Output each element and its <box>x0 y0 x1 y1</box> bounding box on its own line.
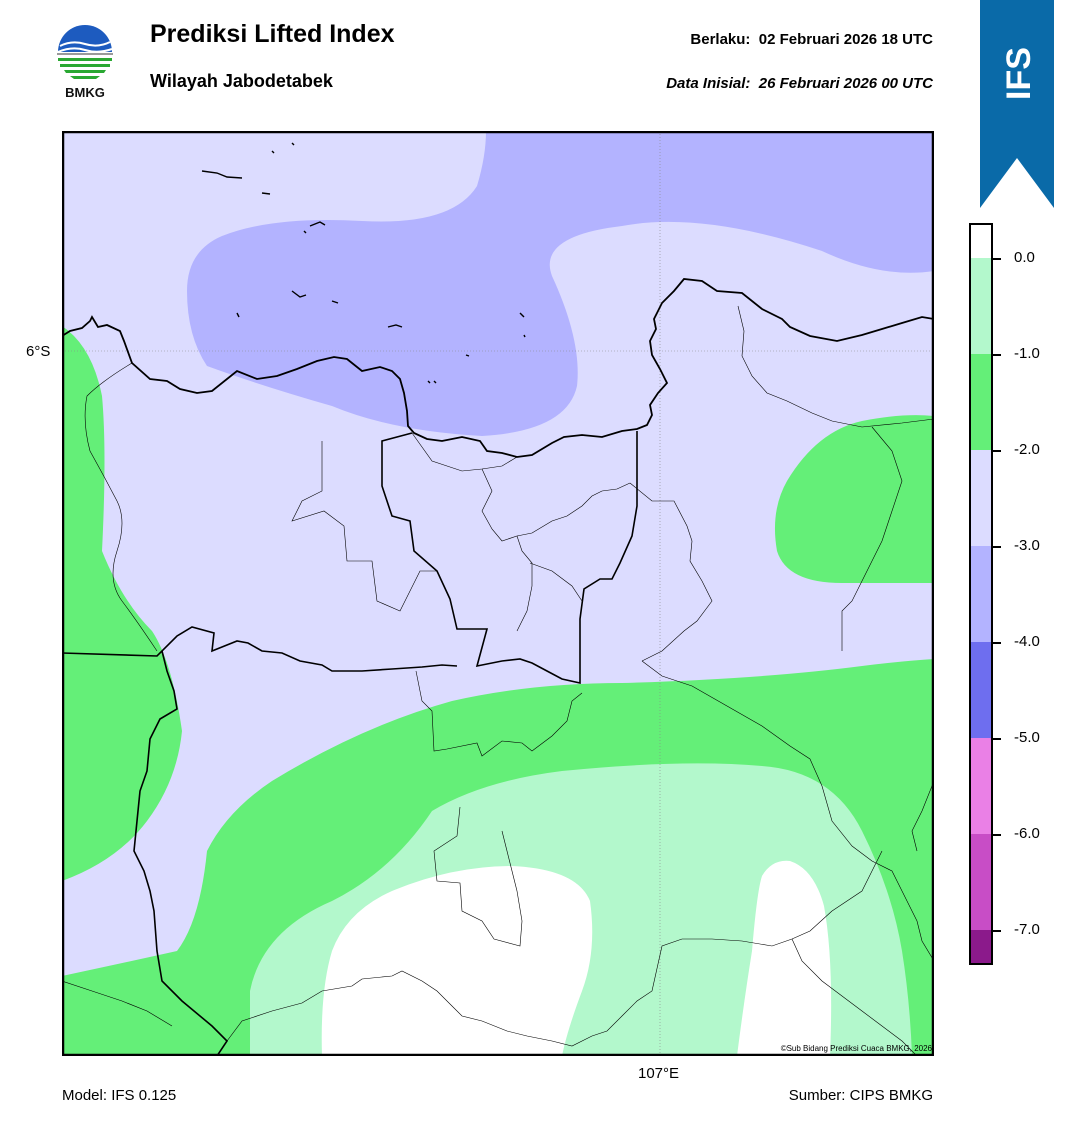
colorbar-tick-mark <box>993 738 1001 740</box>
colorbar-segment <box>969 546 993 642</box>
field-zone-white-southwest <box>321 866 593 1056</box>
colorbar-tick-mark <box>993 642 1001 644</box>
field-zone-white-southeast <box>737 860 832 1056</box>
colorbar-segment <box>969 223 993 258</box>
district-boundaries <box>62 305 934 1056</box>
logo-text: BMKG <box>65 85 105 100</box>
colorbar-segment <box>969 930 993 965</box>
colorbar-segment <box>969 834 993 930</box>
page-subtitle: Wilayah Jabodetabek <box>150 71 333 91</box>
colorbar <box>969 223 993 965</box>
colorbar-segment <box>969 258 993 354</box>
init-time-label: Data Inisial: 26 Februari 2026 00 UTC <box>666 75 933 92</box>
colorbar-label: -3.0 <box>1014 537 1040 554</box>
field-zone-blue-north <box>187 131 934 436</box>
valid-time-label: Berlaku: 02 Februari 2026 18 UTC <box>690 31 933 48</box>
colorbar-tick-mark <box>993 354 1001 356</box>
colorbar-segment <box>969 450 993 546</box>
ifs-ribbon: IFS <box>980 0 1054 208</box>
colorbar-tick-mark <box>993 834 1001 836</box>
colorbar-label: -1.0 <box>1014 345 1040 362</box>
colorbar-segment <box>969 642 993 738</box>
colorbar-label: 0.0 <box>1014 249 1035 266</box>
province-boundary-banten <box>133 650 229 1056</box>
field-zone-green-west <box>62 326 182 881</box>
lifted-index-map <box>62 131 934 1056</box>
map-frame <box>62 131 934 1056</box>
latitude-label: 6°S <box>26 343 51 360</box>
bmkg-logo-icon <box>57 25 113 79</box>
islands <box>201 142 526 384</box>
page-title: Prediksi Lifted Index <box>150 20 395 48</box>
colorbar-segment <box>969 738 993 834</box>
colorbar-label: -5.0 <box>1014 729 1040 746</box>
colorbar-tick-mark <box>993 258 1001 260</box>
colorbar-segment <box>969 354 993 450</box>
colorbar-tick-mark <box>993 450 1001 452</box>
colorbar-label: -2.0 <box>1014 441 1040 458</box>
source-label: Sumber: CIPS BMKG <box>788 1087 933 1104</box>
province-boundary <box>381 431 638 684</box>
coastline <box>62 278 934 458</box>
colorbar-label: -6.0 <box>1014 825 1040 842</box>
ribbon-text: IFS <box>1000 47 1038 100</box>
longitude-label: 107°E <box>638 1065 680 1082</box>
model-label: Model: IFS 0.125 <box>62 1087 177 1104</box>
province-boundary-west <box>62 626 458 672</box>
colorbar-tick-mark <box>993 546 1001 548</box>
colorbar-tick-mark <box>993 930 1001 932</box>
colorbar-label: -7.0 <box>1014 921 1040 938</box>
copyright-text: ©Sub Bidang Prediksi Cuaca BMKG, 2026 <box>780 1044 932 1053</box>
colorbar-label: -4.0 <box>1014 633 1040 650</box>
